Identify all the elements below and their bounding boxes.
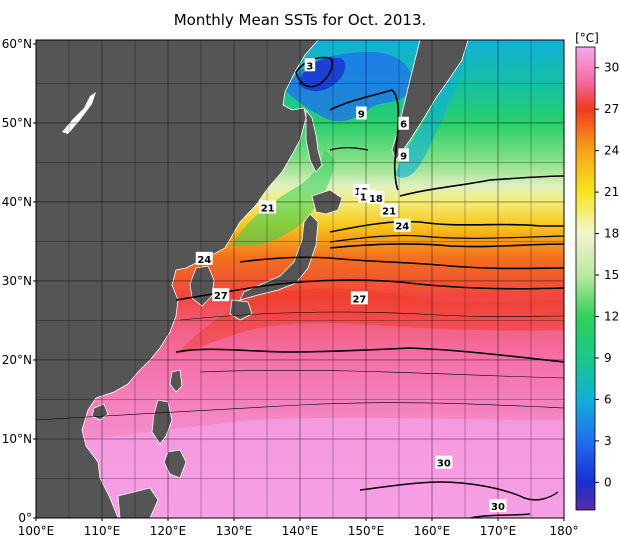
svg-text:30: 30 xyxy=(437,459,451,470)
contour-value-label: 30 xyxy=(435,455,453,470)
lon-tick-label: 160°E xyxy=(414,524,451,538)
svg-text:6: 6 xyxy=(400,120,407,131)
svg-text:30: 30 xyxy=(491,502,505,513)
svg-text:3: 3 xyxy=(306,61,313,72)
contour-value-label: 27 xyxy=(212,288,230,302)
colorbar-tick-label: 21 xyxy=(604,185,619,199)
colorbar-tick-label: 6 xyxy=(604,392,612,406)
lat-tick-label: 30°N xyxy=(2,274,32,288)
lon-tick-label: 170°E xyxy=(480,524,517,538)
isotherm-9b xyxy=(329,147,369,151)
lat-tick-label: 50°N xyxy=(2,116,32,130)
asia-mainland xyxy=(36,40,319,518)
lat-tick-label: 40°N xyxy=(2,195,32,209)
honshu-island xyxy=(239,213,319,301)
isotherm-21 xyxy=(239,256,564,270)
colorbar-tick-label: 3 xyxy=(604,434,612,448)
contour-value-label: 3 xyxy=(304,58,316,72)
lon-tick-label: 130°E xyxy=(216,524,253,538)
contour-value-label: 21 xyxy=(380,203,398,218)
taiwan-island xyxy=(169,369,183,393)
philippine-islands-south xyxy=(163,449,187,479)
lat-tick-label: 10°N xyxy=(2,432,32,446)
colorbar-tick-label: 30 xyxy=(604,61,619,75)
japan-sea-coastal-green xyxy=(232,150,335,247)
axis-labels: 60°N 50°N 40°N 30°N 20°N 10°N 0°100°E 110°E 120°… xyxy=(2,37,579,538)
land-masses xyxy=(36,40,469,518)
svg-text:18: 18 xyxy=(369,194,383,205)
svg-text:9: 9 xyxy=(400,151,407,162)
svg-text:27: 27 xyxy=(214,291,228,302)
lat-tick-label: 0° xyxy=(18,511,32,525)
svg-text:21: 21 xyxy=(261,203,275,214)
lon-tick-label: 110°E xyxy=(84,524,121,538)
svg-text:15: 15 xyxy=(360,192,374,203)
sakhalin-island xyxy=(305,108,323,173)
lon-tick-label: 100°E xyxy=(18,524,55,538)
luzon-island xyxy=(151,399,173,445)
contour-value-label: 6 xyxy=(398,116,409,131)
kuril-cold-tongue xyxy=(395,62,462,178)
lon-tick-label: 140°E xyxy=(282,524,319,538)
contour-value-label: 18 xyxy=(367,191,385,205)
isotherm-12 xyxy=(329,220,564,233)
isotherm-15 xyxy=(329,234,564,243)
borneo-island xyxy=(117,487,159,518)
contour-value-label: 9 xyxy=(398,148,409,162)
svg-text:9: 9 xyxy=(358,109,365,120)
isotherm-18 xyxy=(329,243,564,249)
inland-lakes xyxy=(62,92,96,134)
lon-tick-label: 150°E xyxy=(348,524,385,538)
lat-tick-label: 60°N xyxy=(2,37,32,51)
colorbar-tick-label: 0 xyxy=(604,475,612,489)
isotherm-6 xyxy=(329,89,400,191)
colorbar-tick-label: 9 xyxy=(604,351,612,365)
colorbar-tick-label: 18 xyxy=(604,227,619,241)
contour-value-label: 27 xyxy=(350,291,368,305)
lat-lon-grid xyxy=(36,40,564,518)
contour-value-label: 24 xyxy=(393,218,411,233)
colorbar-unit: [°C] xyxy=(575,31,599,45)
kuroshio-warm-tongue xyxy=(175,288,564,355)
lon-tick-label: 120°E xyxy=(150,524,187,538)
isotherm-thin-b xyxy=(199,370,564,379)
svg-text:21: 21 xyxy=(382,207,396,218)
contour-labels: 39691215182121242427273030 xyxy=(195,58,507,513)
colorbar-tick-label: 12 xyxy=(604,310,619,324)
map-area: 39691215182121242427273030 xyxy=(36,40,564,518)
contour-value-label: 30 xyxy=(489,499,507,513)
contour-value-label: 21 xyxy=(259,200,277,214)
colorbar-tick-label: 15 xyxy=(604,268,619,282)
svg-text:24: 24 xyxy=(197,255,211,266)
colorbar-tick-label: 24 xyxy=(604,144,619,158)
lake-baikal xyxy=(62,92,96,134)
isotherm-thin-c xyxy=(179,311,564,321)
lon-tick-label: 180° xyxy=(550,524,579,538)
figure-title: Monthly Mean SSTs for Oct. 2013. xyxy=(174,11,427,29)
isotherm-30b xyxy=(469,513,531,518)
svg-text:24: 24 xyxy=(395,222,409,233)
isotherm-30a xyxy=(359,481,559,501)
svg-text:27: 27 xyxy=(352,294,366,305)
lat-tick-label: 20°N xyxy=(2,353,32,367)
isotherm-9 xyxy=(399,175,564,197)
colorbar-tick-label: 27 xyxy=(604,102,619,116)
colorbar-scale xyxy=(575,46,596,511)
contour-value-label: 24 xyxy=(195,251,213,266)
contour-value-label: 9 xyxy=(356,106,367,120)
